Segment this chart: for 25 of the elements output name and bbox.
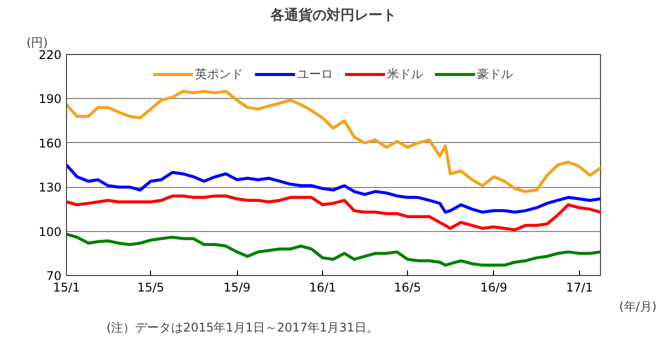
line-series: [66, 90, 600, 194]
x-tick-label: 16/5: [394, 280, 422, 294]
line-series: [66, 232, 600, 267]
chart-title: 各通貨の対円レート: [270, 6, 396, 24]
x-tick-label: 16/9: [480, 280, 508, 294]
x-axis-title: (年/月): [619, 300, 656, 314]
y-axis-title: (円): [26, 36, 48, 50]
text: (注）データは2015年1月1日～2017年1月31日。: [106, 320, 378, 334]
legend-label: 英ポンド: [195, 66, 243, 82]
x-tick-label: 15/9: [224, 280, 250, 294]
y-tick-label: 70: [46, 269, 62, 283]
x-tick-label: 15/1: [53, 280, 80, 294]
line-series: [66, 164, 600, 214]
x-tick-label: 17/1: [566, 280, 593, 294]
y-tick-label: 130: [38, 180, 62, 195]
x-tick-label: 16/1: [309, 280, 336, 294]
legend-label: 米ドル: [387, 66, 423, 82]
legend-label: 豪ドル: [477, 66, 513, 82]
y-tick-label: 220: [38, 48, 62, 62]
legend-label: ユーロ: [297, 66, 333, 82]
y-tick-label: 100: [38, 224, 62, 239]
x-tick-label: 15/5: [137, 280, 164, 294]
line-series: [66, 194, 600, 232]
y-tick-label: 160: [38, 136, 62, 150]
y-tick-label: 190: [38, 92, 62, 106]
